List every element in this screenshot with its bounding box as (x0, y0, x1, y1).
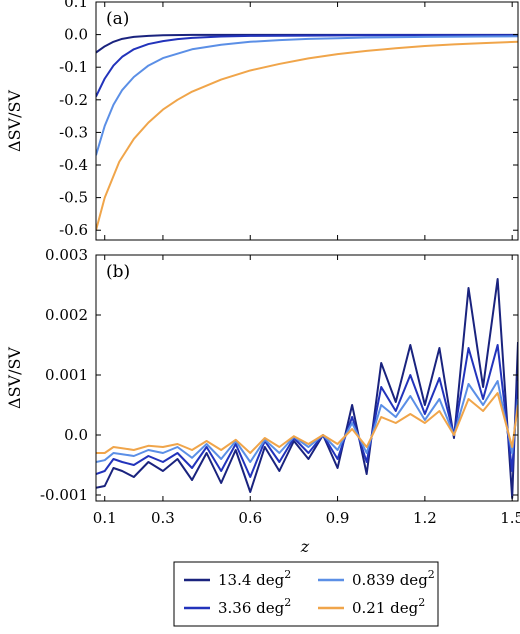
legend-box (173, 561, 439, 627)
y-tick-label: 0.002 (45, 306, 88, 324)
legend-label: 13.4 deg2 (218, 568, 291, 589)
series-line-0 (96, 278, 518, 499)
y-tick-label: -0.6 (59, 221, 88, 239)
y-tick-label: 0.003 (45, 246, 88, 264)
y-axis-label: ΔSV/SV (5, 347, 24, 409)
series-line-3 (96, 40, 518, 231)
legend-label: 0.21 deg2 (352, 596, 425, 617)
series-line-3 (96, 392, 518, 454)
y-tick-label: 0.1 (64, 0, 88, 11)
y-tick-label: -0.1 (59, 58, 88, 76)
x-tick-label: 0.6 (238, 509, 262, 527)
y-tick-label: -0.3 (59, 123, 88, 141)
y-axis-label: ΔSV/SV (5, 90, 24, 152)
legend-entry: 3.36 deg2 (184, 596, 291, 617)
x-axis-label: z (300, 537, 310, 556)
y-tick-label: 0.0 (64, 426, 88, 444)
x-tick-label: 0.3 (151, 509, 175, 527)
series-line-2 (96, 35, 518, 156)
panel-label: (a) (106, 9, 129, 29)
y-tick-label: -0.001 (40, 486, 88, 504)
series-group (96, 33, 518, 231)
y-tick-label: 0.001 (45, 366, 88, 384)
legend-label: 3.36 deg2 (218, 596, 291, 617)
legend: 13.4 deg2 0.839 deg2 3.36 deg2 0.21 deg2 (173, 561, 439, 627)
legend-entry: 0.21 deg2 (318, 596, 425, 617)
y-tick-label: 0.0 (64, 26, 88, 44)
legend-entry: 0.839 deg2 (318, 568, 435, 589)
legend-label: 0.839 deg2 (352, 568, 435, 589)
panel-a: 0.1 0.0 -0.1 -0.2 -0.3 -0.4 -0.5 -0.6 (a) ΔSV/SV (5, 0, 519, 241)
series-line-2 (96, 380, 518, 463)
panel-b: 0.003 0.002 0.001 0.0 -0.001 0.1 0.3 0.6 0.9 1.2 1… (5, 246, 520, 527)
panel-label: (b) (106, 262, 130, 282)
plot-frame (95, 254, 519, 502)
y-tick-label: -0.4 (59, 156, 88, 174)
y-tick-label: -0.2 (59, 91, 88, 109)
y-tick-label: -0.5 (59, 189, 88, 207)
x-tick-label: 0.9 (326, 509, 350, 527)
series-group (96, 278, 518, 499)
x-tick-label: 0.1 (93, 509, 117, 527)
series-line-1 (96, 34, 518, 97)
plot-frame (95, 1, 519, 241)
x-tick-label: 1.5 (500, 509, 520, 527)
x-tick-label: 1.2 (413, 509, 437, 527)
legend-entry: 13.4 deg2 (184, 568, 291, 589)
series-line-1 (96, 344, 518, 478)
